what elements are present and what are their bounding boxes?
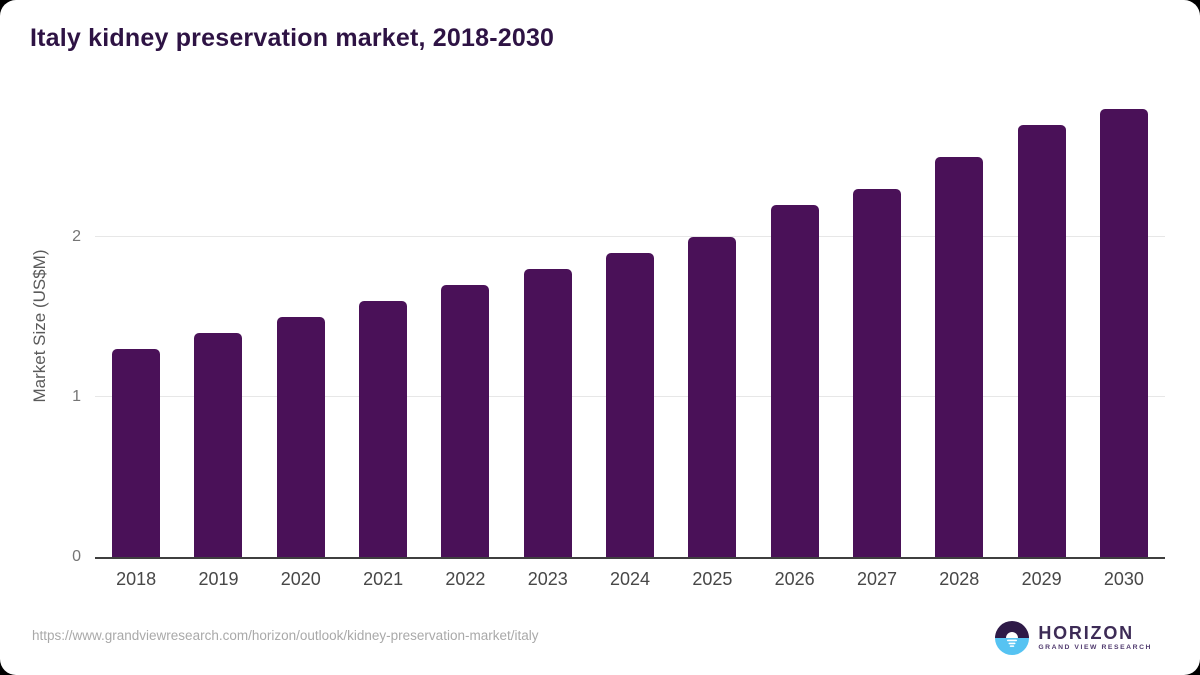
x-axis-label-2030: 2030 <box>1103 569 1144 589</box>
bar-2026 <box>770 205 819 557</box>
bar-2023 <box>523 269 572 557</box>
y-tick-label-0: 0 <box>72 548 81 565</box>
bar-slot-2020: 2020 <box>260 95 342 589</box>
bar-slot-2027: 2027 <box>836 95 918 589</box>
bars-container: 2018 2019 2020 2021 2022 2023 2024 2025 2026 2027… <box>95 95 1165 589</box>
x-axis-label-2025: 2025 <box>692 569 733 589</box>
horizon-logo-icon <box>995 621 1030 655</box>
x-axis-label-2026: 2026 <box>774 569 815 589</box>
bar-slot-2026: 2026 <box>754 95 836 589</box>
bar-2022 <box>441 285 490 557</box>
brand-logo: HORIZON GRAND VIEW RESEARCH <box>995 621 1152 655</box>
bar-slot-2022: 2022 <box>424 95 506 589</box>
page-title: Italy kidney preservation market, 2018-2… <box>30 24 555 52</box>
bar-2024 <box>606 253 655 557</box>
bar-slot-2019: 2019 <box>177 95 259 589</box>
x-axis-label-2020: 2020 <box>280 569 321 589</box>
bar-2020 <box>276 317 325 557</box>
x-axis-label-2021: 2021 <box>363 569 404 589</box>
y-tick-label-1: 1 <box>72 388 81 406</box>
gridline-y2 <box>95 236 1165 238</box>
bar-2019 <box>194 333 243 557</box>
bar-slot-2024: 2024 <box>589 95 671 589</box>
bar-slot-2025: 2025 <box>671 95 753 589</box>
bar-2030 <box>1099 109 1148 557</box>
source-url: https://www.grandviewresearch.com/horizo… <box>32 628 539 643</box>
bar-2029 <box>1017 125 1066 557</box>
x-axis-label-2029: 2029 <box>1021 569 1062 589</box>
bar-slot-2029: 2029 <box>1000 95 1082 589</box>
bar-2028 <box>935 157 984 557</box>
bar-slot-2018: 2018 <box>95 95 177 589</box>
x-axis-label-2027: 2027 <box>856 569 897 589</box>
logo-subtitle: GRAND VIEW RESEARCH <box>1038 644 1152 652</box>
plot-area: 2018 2019 2020 2021 2022 2023 2024 2025 2026 2027… <box>72 95 1165 589</box>
bar-2021 <box>359 301 408 557</box>
x-axis-label-2023: 2023 <box>527 569 568 589</box>
x-axis-label-2019: 2019 <box>198 569 239 589</box>
x-axis-label-2018: 2018 <box>116 569 157 589</box>
bar-2027 <box>852 189 901 557</box>
bar-slot-2023: 2023 <box>507 95 589 589</box>
bar-slot-2030: 2030 <box>1083 95 1165 589</box>
bar-2018 <box>112 349 161 557</box>
y-axis-title: Market Size (US$M) <box>30 249 49 403</box>
logo-text: HORIZON GRAND VIEW RESEARCH <box>1038 624 1152 652</box>
logo-title: HORIZON <box>1038 623 1134 644</box>
x-axis-label-2028: 2028 <box>939 569 980 589</box>
bar-slot-2021: 2021 <box>342 95 424 589</box>
bar-slot-2028: 2028 <box>918 95 1000 589</box>
bar-2025 <box>688 237 737 557</box>
x-axis-label-2022: 2022 <box>445 569 486 589</box>
y-tick-label-2: 2 <box>72 228 81 246</box>
x-axis-label-2024: 2024 <box>610 569 651 589</box>
